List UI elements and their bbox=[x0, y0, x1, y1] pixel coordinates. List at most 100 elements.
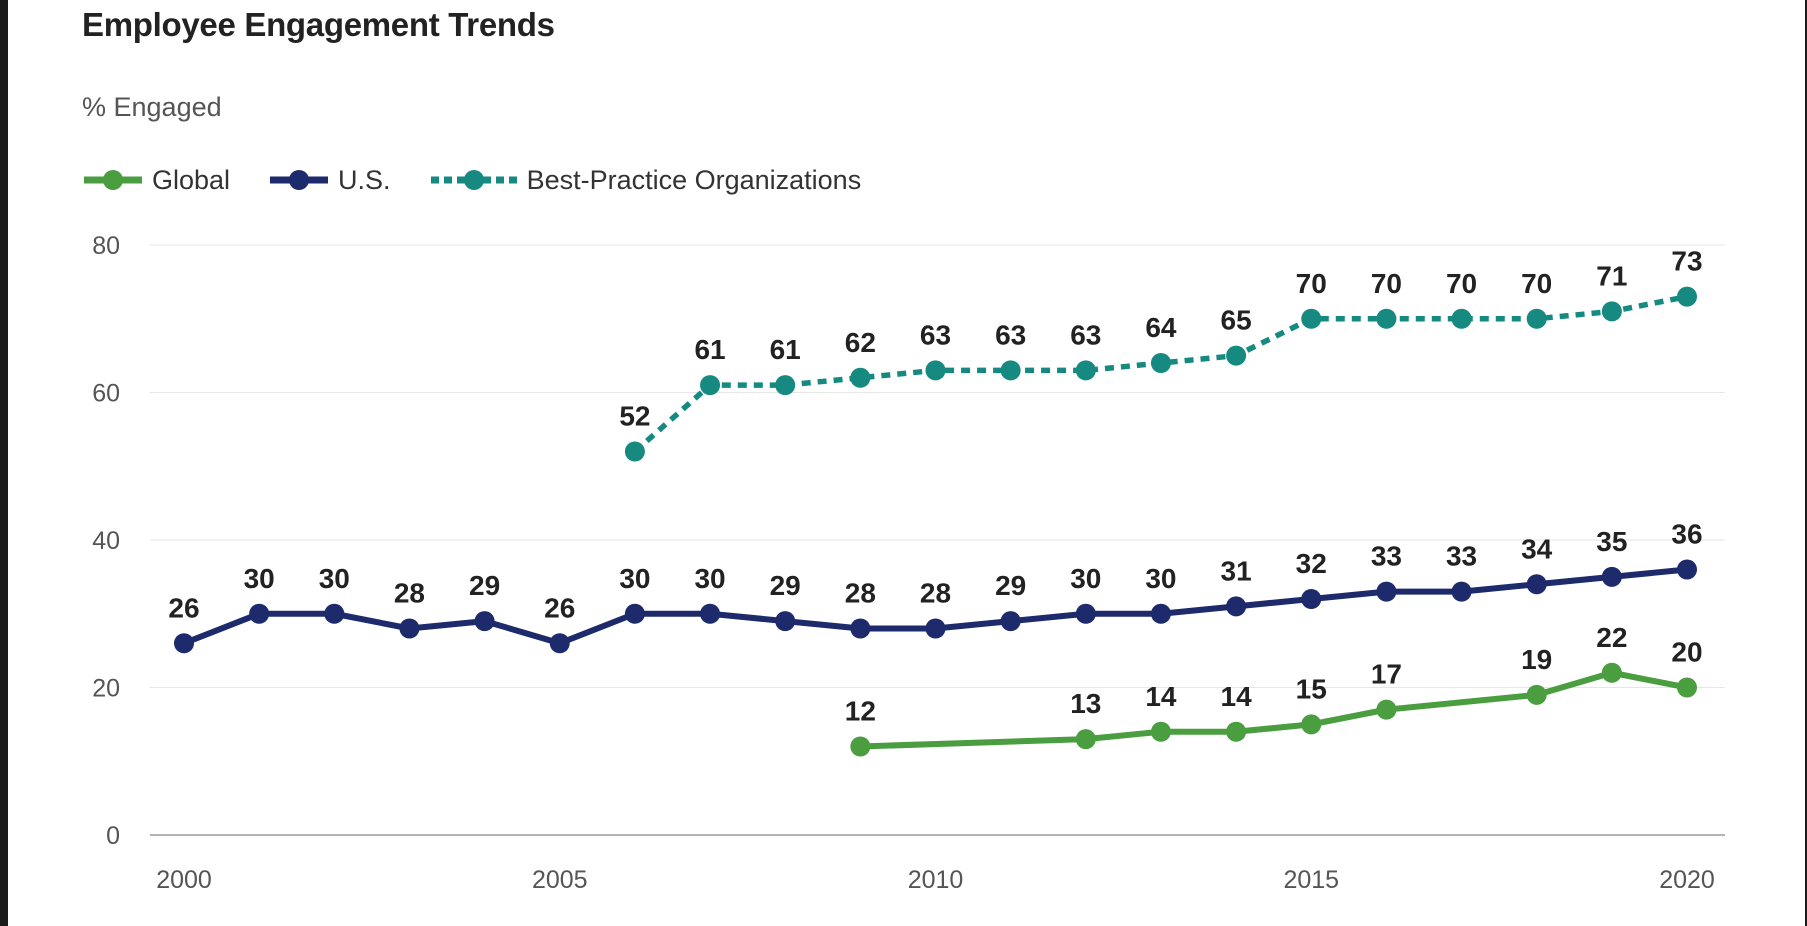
y-tick-label-80: 80 bbox=[92, 232, 120, 260]
data-label-best-practice-organizations-2013: 64 bbox=[1145, 312, 1177, 343]
chart-title: Employee Engagement Trends bbox=[82, 6, 555, 43]
data-point-best-practice-organizations-2007 bbox=[700, 375, 721, 396]
data-label-global-2019: 22 bbox=[1596, 622, 1627, 653]
data-label-best-practice-organizations-2007: 61 bbox=[694, 334, 725, 365]
data-point-global-2009 bbox=[850, 736, 871, 757]
data-label-best-practice-organizations-2006: 52 bbox=[619, 401, 650, 432]
data-point-u-s-2019 bbox=[1601, 566, 1622, 587]
data-point-best-practice-organizations-2008 bbox=[775, 375, 796, 396]
data-point-best-practice-organizations-2013 bbox=[1150, 353, 1171, 373]
legend-swatch-us bbox=[270, 170, 329, 190]
data-point-best-practice-organizations-2011 bbox=[1000, 360, 1021, 381]
data-point-global-2012 bbox=[1075, 729, 1096, 750]
data-point-u-s-2002 bbox=[324, 603, 345, 624]
legend-label-global: Global bbox=[152, 164, 231, 195]
data-point-u-s-2014 bbox=[1226, 596, 1247, 617]
data-point-u-s-2006 bbox=[624, 603, 645, 624]
data-point-u-s-2011 bbox=[1000, 611, 1021, 632]
data-label-u-s-2002: 30 bbox=[319, 563, 350, 594]
x-tick-label-2015: 2015 bbox=[1283, 866, 1339, 894]
data-label-u-s-2018: 34 bbox=[1521, 533, 1553, 564]
data-label-best-practice-organizations-2017: 70 bbox=[1446, 268, 1477, 299]
data-point-global-2013 bbox=[1150, 721, 1171, 742]
data-label-best-practice-organizations-2018: 70 bbox=[1521, 268, 1552, 299]
data-label-best-practice-organizations-2011: 63 bbox=[995, 319, 1026, 350]
legend-label-best-practice: Best-Practice Organizations bbox=[526, 164, 862, 195]
data-point-best-practice-organizations-2012 bbox=[1075, 360, 1096, 381]
data-label-u-s-2014: 31 bbox=[1221, 555, 1252, 586]
data-label-best-practice-organizations-2014: 65 bbox=[1221, 305, 1252, 336]
data-point-u-s-2001 bbox=[249, 603, 270, 624]
data-label-global-2020: 20 bbox=[1671, 637, 1702, 668]
data-label-global-2016: 17 bbox=[1371, 659, 1402, 690]
data-point-u-s-2008 bbox=[775, 611, 796, 632]
data-label-global-2018: 19 bbox=[1521, 644, 1552, 675]
legend-item-global: Global bbox=[82, 165, 230, 196]
x-tick-label-2010: 2010 bbox=[908, 866, 964, 894]
data-label-best-practice-organizations-2009: 62 bbox=[845, 327, 876, 358]
data-label-best-practice-organizations-2020: 73 bbox=[1671, 246, 1702, 277]
data-point-best-practice-organizations-2009 bbox=[850, 367, 871, 388]
x-tick-label-2000: 2000 bbox=[156, 866, 212, 894]
data-point-u-s-2018 bbox=[1526, 574, 1547, 595]
data-point-global-2015 bbox=[1301, 714, 1322, 735]
data-point-u-s-2000 bbox=[174, 633, 194, 654]
data-label-u-s-2007: 30 bbox=[694, 563, 725, 594]
data-point-u-s-2015 bbox=[1301, 589, 1322, 609]
data-point-best-practice-organizations-2006 bbox=[624, 441, 645, 462]
data-label-global-2009: 12 bbox=[845, 696, 876, 727]
data-point-global-2020 bbox=[1677, 677, 1697, 698]
data-point-best-practice-organizations-2017 bbox=[1451, 308, 1472, 329]
data-point-u-s-2020 bbox=[1677, 559, 1697, 580]
data-point-best-practice-organizations-2010 bbox=[925, 360, 946, 381]
legend-swatch-global bbox=[84, 170, 142, 190]
data-point-u-s-2004 bbox=[474, 611, 495, 632]
series-line-global bbox=[857, 669, 1690, 750]
data-point-global-2014 bbox=[1226, 721, 1247, 742]
data-label-u-s-2004: 29 bbox=[469, 570, 500, 601]
data-label-u-s-2015: 32 bbox=[1296, 548, 1327, 579]
data-label-best-practice-organizations-2019: 71 bbox=[1596, 260, 1627, 291]
data-point-u-s-2017 bbox=[1451, 581, 1472, 602]
legend: Global U.S. Best-Practice Organizations bbox=[82, 162, 899, 198]
data-point-u-s-2016 bbox=[1376, 581, 1397, 602]
data-label-u-s-2006: 30 bbox=[619, 563, 650, 594]
data-label-global-2013: 14 bbox=[1145, 681, 1177, 712]
data-label-u-s-2010: 28 bbox=[920, 578, 951, 609]
data-label-best-practice-organizations-2010: 63 bbox=[920, 319, 951, 350]
data-label-best-practice-organizations-2015: 70 bbox=[1296, 268, 1327, 299]
data-label-global-2015: 15 bbox=[1296, 673, 1327, 704]
data-point-u-s-2007 bbox=[700, 603, 721, 624]
y-tick-label-20: 20 bbox=[92, 675, 120, 703]
data-label-u-s-2003: 28 bbox=[394, 578, 425, 609]
legend-item-best-practice: Best-Practice Organizations bbox=[429, 164, 862, 196]
data-label-u-s-2000: 26 bbox=[168, 592, 199, 623]
legend-label-us: U.S. bbox=[338, 164, 391, 195]
data-label-u-s-2011: 29 bbox=[995, 570, 1026, 601]
data-label-u-s-2012: 30 bbox=[1070, 563, 1101, 594]
data-label-u-s-2001: 30 bbox=[244, 563, 275, 594]
y-tick-label-40: 40 bbox=[92, 527, 120, 555]
legend-item-us: U.S. bbox=[268, 165, 391, 196]
data-point-best-practice-organizations-2019 bbox=[1601, 301, 1622, 322]
data-label-global-2012: 13 bbox=[1070, 688, 1101, 719]
data-point-best-practice-organizations-2016 bbox=[1376, 308, 1397, 329]
data-label-best-practice-organizations-2012: 63 bbox=[1070, 319, 1101, 350]
chart-subtitle: % Engaged bbox=[82, 92, 222, 122]
data-label-u-s-2005: 26 bbox=[544, 592, 575, 623]
data-point-u-s-2009 bbox=[850, 618, 871, 639]
data-label-best-practice-organizations-2016: 70 bbox=[1371, 268, 1402, 299]
data-point-u-s-2010 bbox=[925, 618, 946, 639]
data-point-best-practice-organizations-2014 bbox=[1226, 345, 1247, 366]
y-tick-label-60: 60 bbox=[92, 380, 120, 408]
data-point-best-practice-organizations-2018 bbox=[1526, 308, 1547, 329]
data-label-u-s-2016: 33 bbox=[1371, 541, 1402, 572]
data-label-global-2014: 14 bbox=[1221, 681, 1253, 712]
data-point-best-practice-organizations-2015 bbox=[1301, 308, 1322, 329]
data-point-global-2019 bbox=[1601, 662, 1622, 683]
data-point-global-2016 bbox=[1376, 699, 1397, 720]
data-label-u-s-2008: 29 bbox=[770, 570, 801, 601]
data-label-u-s-2009: 28 bbox=[845, 578, 876, 609]
data-label-u-s-2020: 36 bbox=[1671, 519, 1702, 550]
